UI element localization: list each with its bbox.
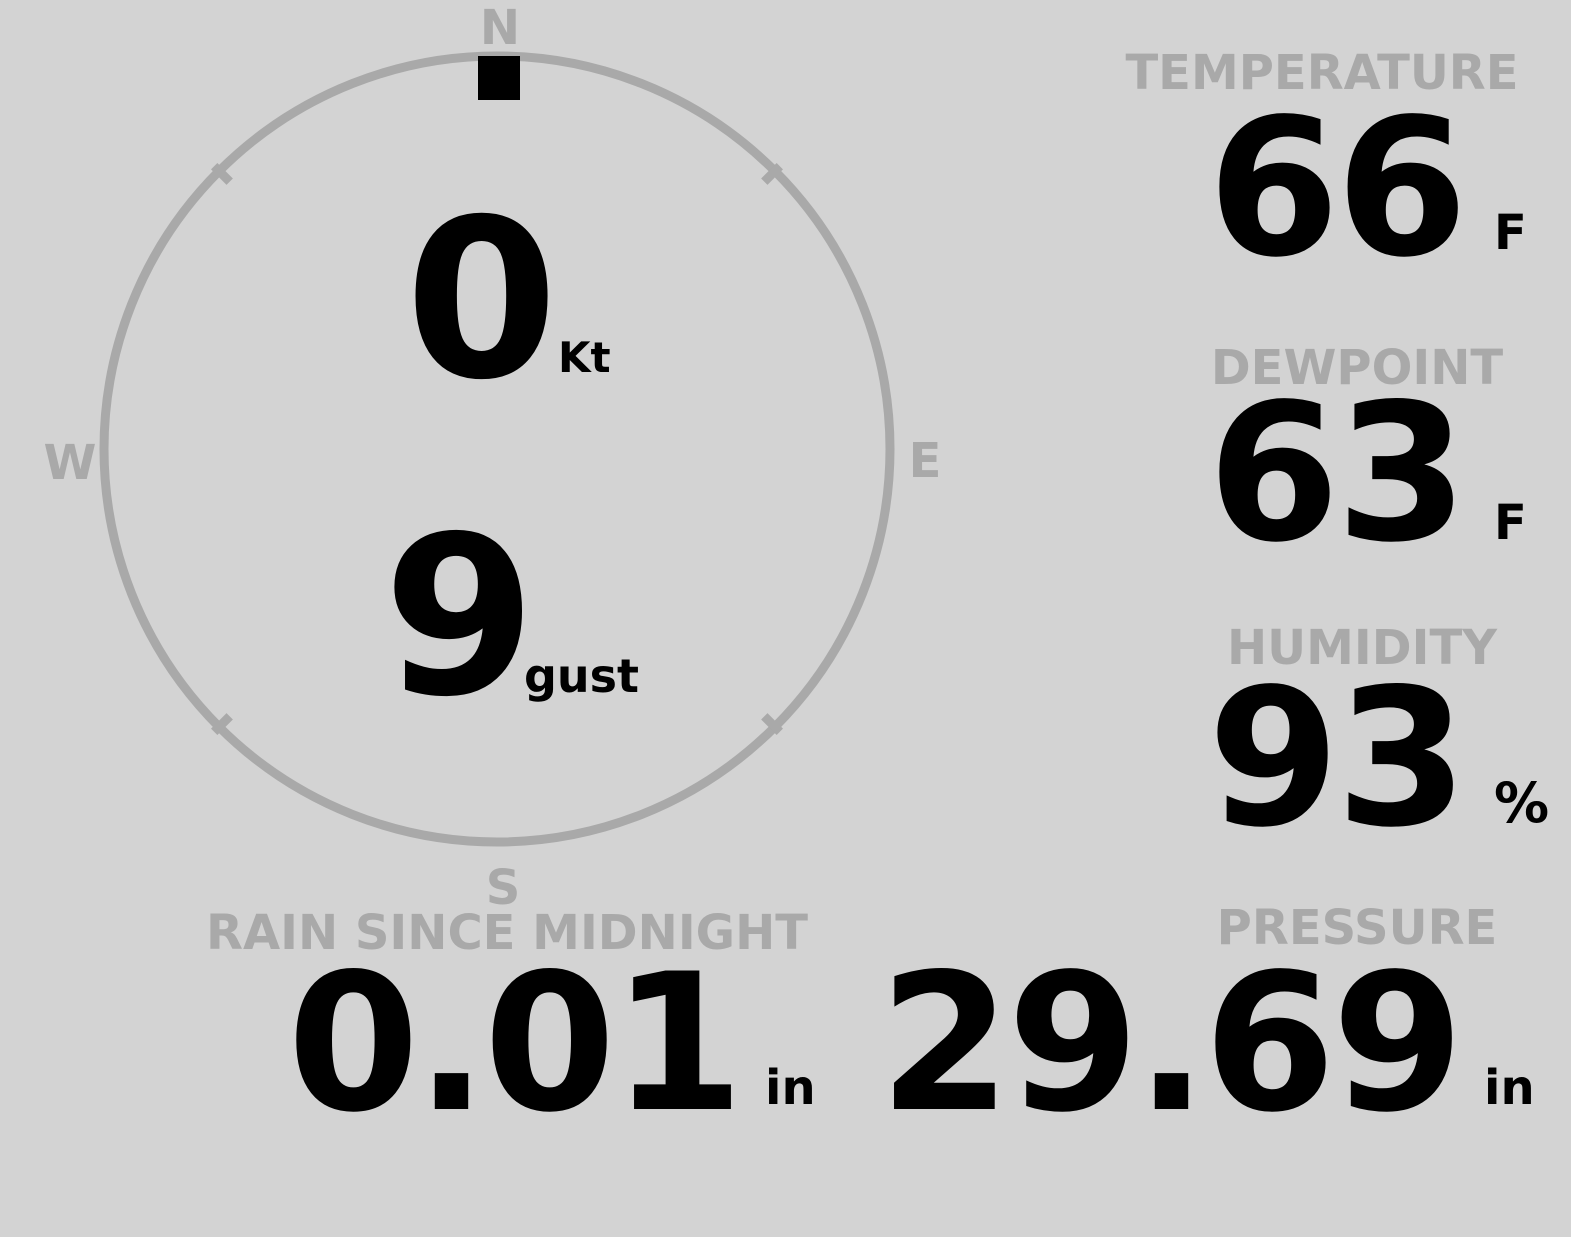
pressure-value: 29.69 (879, 933, 1464, 1154)
dewpoint-label: DEWPOINT (1210, 340, 1504, 396)
pressure-unit: in (1484, 1060, 1535, 1116)
rain-since-midnight-label: RAIN SINCE MIDNIGHT (206, 905, 808, 961)
compass-label-east: E (908, 433, 942, 489)
compass-tick-se (761, 713, 783, 735)
compass-tick-ne (761, 163, 783, 185)
rain-since-midnight-unit: in (765, 1060, 816, 1116)
humidity-unit: % (1494, 771, 1550, 835)
compass-label-north: N (479, 0, 521, 56)
pressure-label: PRESSURE (1216, 900, 1498, 956)
compass-label-west: W (43, 435, 97, 491)
humidity-label: HUMIDITY (1227, 620, 1497, 676)
compass-tick-sw (211, 713, 233, 735)
compass-tick-nw (211, 163, 233, 185)
wind-speed-value: 0 (405, 172, 558, 428)
temperature-label: TEMPERATURE (1125, 45, 1519, 101)
wind-gust-value: 9 (383, 489, 536, 745)
dewpoint-value: 63 (1207, 363, 1468, 584)
wind-direction-marker-icon (478, 56, 520, 100)
temperature-value: 66 (1207, 78, 1468, 299)
humidity-value: 93 (1207, 648, 1468, 869)
wind-compass (99, 51, 895, 847)
compass-label-south: S (485, 860, 521, 916)
wind-gust-unit: gust (524, 649, 640, 703)
rain-since-midnight-value: 0.01 (287, 933, 744, 1154)
dewpoint-unit: F (1494, 495, 1527, 551)
wind-speed-unit: Kt (558, 333, 611, 382)
temperature-unit: F (1494, 205, 1527, 261)
